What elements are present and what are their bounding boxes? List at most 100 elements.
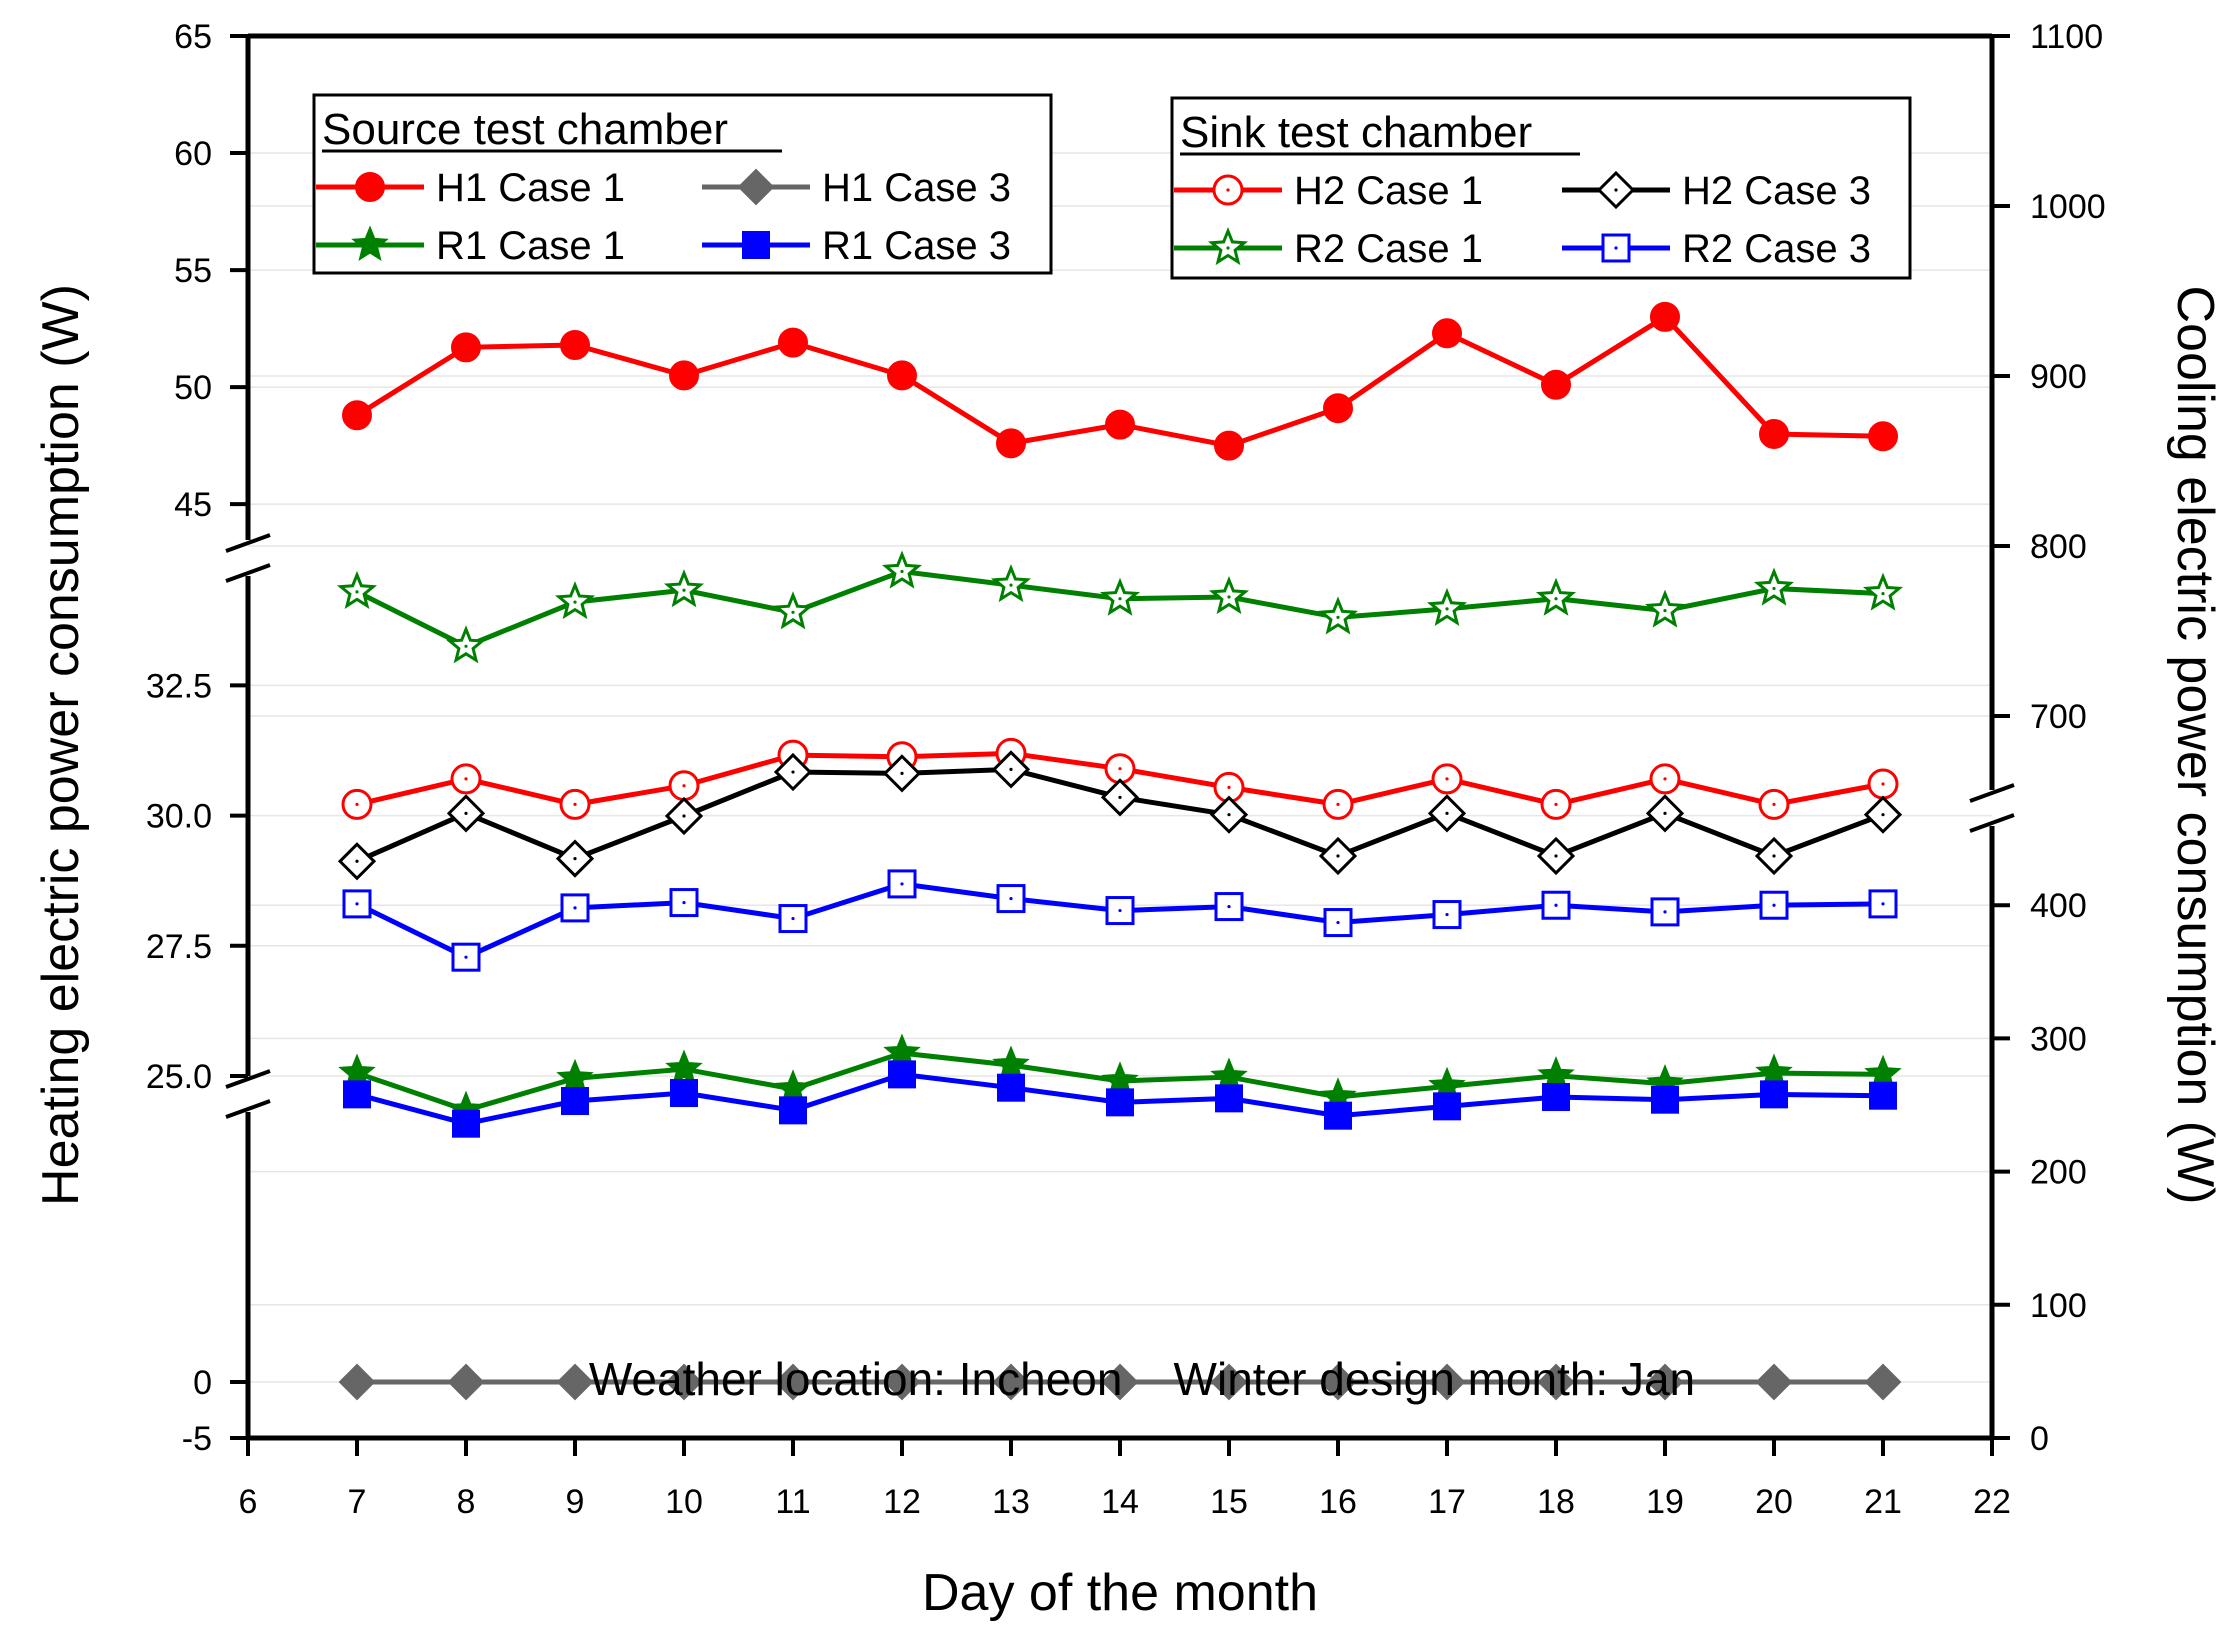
data-point-center-dot — [1663, 910, 1667, 914]
data-point — [1537, 1363, 1575, 1401]
data-point-center-dot — [1118, 597, 1122, 601]
data-point — [1760, 1080, 1788, 1109]
data-point-center-dot — [573, 857, 577, 861]
data-point — [445, 625, 487, 664]
data-point-center-dot — [1009, 767, 1013, 771]
data-point — [447, 1363, 485, 1401]
legend-marker — [737, 168, 775, 206]
legend-label: R1 Case 1 — [436, 224, 625, 268]
legend-marker-center-dot — [1226, 188, 1230, 192]
data-point-center-dot — [1881, 592, 1885, 596]
right-tick-label: 700 — [2030, 698, 2087, 736]
data-point — [1099, 577, 1141, 616]
data-point-center-dot — [573, 906, 577, 910]
data-point-center-dot — [1227, 785, 1231, 790]
data-point-center-dot — [1336, 615, 1340, 620]
data-point-center-dot — [900, 771, 904, 775]
left-tick-label: -5 — [182, 1420, 212, 1458]
legend-marker-center-dot — [1614, 188, 1618, 192]
right-tick-label: 100 — [2030, 1287, 2087, 1325]
data-point — [1646, 1363, 1684, 1401]
data-point-center-dot — [791, 916, 795, 921]
data-point-center-dot — [1881, 782, 1885, 786]
series-r1-case-3 — [343, 1060, 1897, 1138]
data-point-center-dot — [1336, 920, 1340, 925]
data-point — [1428, 1363, 1466, 1401]
data-point — [1650, 897, 1680, 927]
x-axis-title: Day of the month — [922, 1564, 1318, 1622]
data-point-center-dot — [1336, 854, 1340, 858]
data-point — [883, 1363, 921, 1401]
left-tick-label: 25.0 — [146, 1058, 212, 1096]
data-point-center-dot — [1009, 896, 1013, 901]
data-point-center-dot — [1445, 811, 1449, 815]
data-point — [1864, 1363, 1902, 1401]
left-axis-break-upper — [225, 533, 271, 583]
x-tick-label: 13 — [992, 1483, 1030, 1521]
data-point — [772, 591, 814, 630]
left-tick-label: 65 — [174, 18, 212, 56]
x-tick-label: 17 — [1428, 1483, 1466, 1521]
legend-box — [312, 93, 1053, 275]
data-point — [670, 1079, 698, 1108]
data-point-center-dot — [355, 902, 359, 906]
legend-sink-test-chamber: Sink test chamber — [1170, 96, 1912, 280]
data-point — [887, 360, 917, 391]
x-tick-label: 15 — [1210, 1483, 1248, 1521]
x-tick-label: 16 — [1319, 1483, 1357, 1521]
right-tick-label: 1100 — [2030, 18, 2103, 56]
x-tick-label: 6 — [239, 1483, 258, 1521]
x-tick-label: 8 — [457, 1483, 476, 1521]
legend-label: R2 Case 3 — [1682, 227, 1871, 271]
left-tick-label: 50 — [174, 369, 212, 407]
legend-title: Source test chamber — [322, 105, 728, 154]
data-point-center-dot — [1445, 607, 1449, 611]
data-point — [1323, 393, 1353, 424]
data-point-center-dot — [1118, 795, 1122, 799]
data-point-center-dot — [1881, 813, 1885, 817]
left-tick-label: 60 — [174, 135, 212, 173]
data-point-center-dot — [1118, 767, 1122, 771]
legend-marker-center-dot — [1614, 246, 1618, 250]
data-point — [560, 893, 590, 923]
data-point-center-dot — [464, 644, 468, 648]
legend-marker — [742, 231, 770, 259]
legend-entry: H2 Case 3 — [1562, 169, 1871, 213]
right-tick-label: 400 — [2030, 887, 2087, 925]
x-tick-label: 11 — [775, 1483, 810, 1521]
data-point-center-dot — [573, 600, 577, 604]
data-point-center-dot — [1227, 904, 1231, 909]
data-point — [556, 1058, 594, 1095]
data-point-center-dot — [1554, 903, 1558, 907]
data-point — [1215, 1084, 1243, 1113]
legend-label: H1 Case 3 — [822, 166, 1011, 210]
data-point-center-dot — [355, 859, 359, 863]
data-point-center-dot — [464, 777, 468, 781]
data-point-center-dot — [1554, 802, 1558, 807]
data-point-center-dot — [1772, 903, 1776, 907]
right-axis-break — [1969, 783, 2015, 833]
data-point-center-dot — [1227, 595, 1231, 599]
right-tick-label: 900 — [2030, 358, 2087, 396]
data-point — [665, 1049, 703, 1085]
data-point-center-dot — [355, 590, 359, 594]
legend-source-test-chamber: Source test chamber — [312, 93, 1053, 275]
data-point — [451, 332, 481, 363]
data-point — [1105, 409, 1135, 440]
data-point — [1869, 1081, 1897, 1110]
data-point — [778, 327, 808, 358]
data-point — [1541, 369, 1571, 400]
legend-entry: R1 Case 3 — [702, 224, 1011, 268]
data-point — [1210, 1363, 1248, 1401]
series-h1-case-1 — [342, 301, 1898, 461]
right-tick-label: 0 — [2030, 1420, 2049, 1458]
legend-entry: H1 Case 3 — [702, 166, 1011, 210]
series-h1-case-3 — [338, 1363, 1902, 1401]
legend-box — [1170, 96, 1912, 280]
data-point — [338, 1363, 376, 1401]
data-point-center-dot — [1663, 811, 1667, 815]
data-point-center-dot — [682, 814, 686, 818]
tick-marks — [230, 34, 2010, 1456]
data-point-center-dot — [573, 802, 577, 807]
